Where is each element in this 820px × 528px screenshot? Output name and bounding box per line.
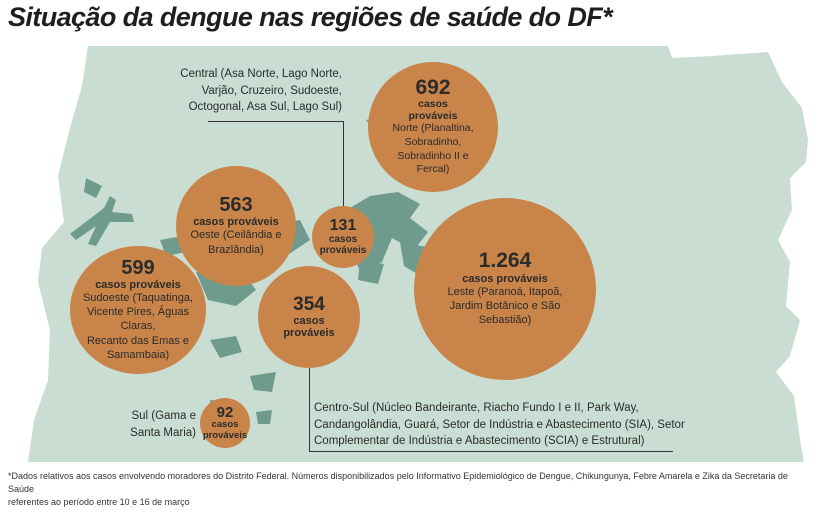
central-region-bubble: 131 casos prováveis	[312, 206, 374, 268]
footnote: *Dados relativos aos casos envolvendo mo…	[8, 471, 788, 508]
sudoeste-region-bubble: 599 casos prováveis Sudoeste (Taquatinga…	[70, 246, 206, 374]
plane-shape	[70, 196, 134, 246]
centrosul-region-label: Centro-Sul (Núcleo Bandeirante, Riacho F…	[314, 402, 685, 448]
leste-region-bubble: 1.264 casos prováveis Leste (Paranoá, It…	[414, 198, 596, 380]
centrosul-leader-horizontal	[309, 451, 673, 452]
map-title: Situação da dengue nas regiões de saúde …	[8, 2, 613, 32]
sul-region-bubble: 92 casos prováveis	[200, 398, 250, 448]
norte-cases-value: 692	[415, 76, 451, 100]
central-leader-vertical	[343, 121, 344, 209]
oeste-cases-value: 563	[219, 194, 253, 217]
centrosul-cases-value: 354	[293, 293, 325, 315]
centrosul-leader-vertical	[309, 340, 310, 452]
sul-cases-value: 92	[216, 403, 234, 421]
central-leader-horizontal	[208, 121, 344, 122]
centrosul-region-bubble: 354 casos prováveis	[258, 266, 360, 368]
norte-region-bubble: 692 casos prováveis Norte (Planaltina, S…	[368, 62, 498, 192]
sudoeste-cases-value: 599	[121, 256, 155, 279]
sul-region-label: Sul (Gama e Santa Maria)	[130, 410, 196, 439]
leste-cases-value: 1.264	[478, 249, 532, 273]
oeste-region-bubble: 563 casos prováveis Oeste (Ceilândia e B…	[176, 166, 296, 286]
central-cases-value: 131	[329, 216, 357, 234]
central-region-label: Central (Asa Norte, Lago Norte, Varjão, …	[180, 68, 342, 114]
